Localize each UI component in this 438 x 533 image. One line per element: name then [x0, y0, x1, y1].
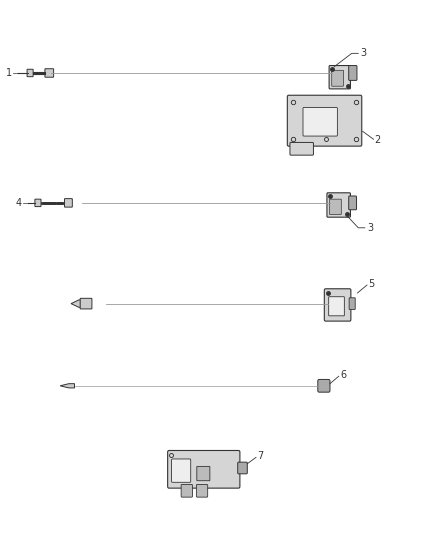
FancyBboxPatch shape	[196, 484, 208, 497]
FancyBboxPatch shape	[349, 66, 357, 80]
Polygon shape	[71, 300, 81, 308]
FancyBboxPatch shape	[197, 466, 210, 481]
FancyBboxPatch shape	[290, 142, 314, 155]
FancyBboxPatch shape	[329, 66, 350, 89]
FancyBboxPatch shape	[80, 298, 92, 309]
FancyBboxPatch shape	[27, 69, 33, 77]
FancyBboxPatch shape	[328, 297, 344, 316]
Text: 5: 5	[368, 279, 374, 289]
Text: 3: 3	[360, 49, 367, 58]
Text: 7: 7	[257, 451, 263, 462]
FancyBboxPatch shape	[324, 289, 351, 321]
FancyBboxPatch shape	[303, 108, 337, 136]
Text: 1: 1	[6, 68, 12, 78]
Polygon shape	[60, 384, 74, 388]
Text: 6: 6	[340, 370, 346, 380]
Text: 3: 3	[367, 223, 373, 233]
FancyBboxPatch shape	[332, 70, 343, 86]
Text: 4: 4	[16, 198, 22, 208]
Text: 2: 2	[374, 135, 381, 146]
FancyBboxPatch shape	[45, 69, 53, 77]
FancyBboxPatch shape	[181, 484, 192, 497]
FancyBboxPatch shape	[172, 459, 191, 482]
FancyBboxPatch shape	[64, 199, 72, 207]
FancyBboxPatch shape	[287, 95, 362, 146]
FancyBboxPatch shape	[349, 196, 357, 210]
FancyBboxPatch shape	[35, 199, 41, 207]
FancyBboxPatch shape	[168, 450, 240, 488]
FancyBboxPatch shape	[318, 379, 330, 392]
FancyBboxPatch shape	[329, 199, 341, 215]
FancyBboxPatch shape	[349, 298, 355, 310]
FancyBboxPatch shape	[238, 462, 247, 474]
FancyBboxPatch shape	[327, 193, 350, 217]
